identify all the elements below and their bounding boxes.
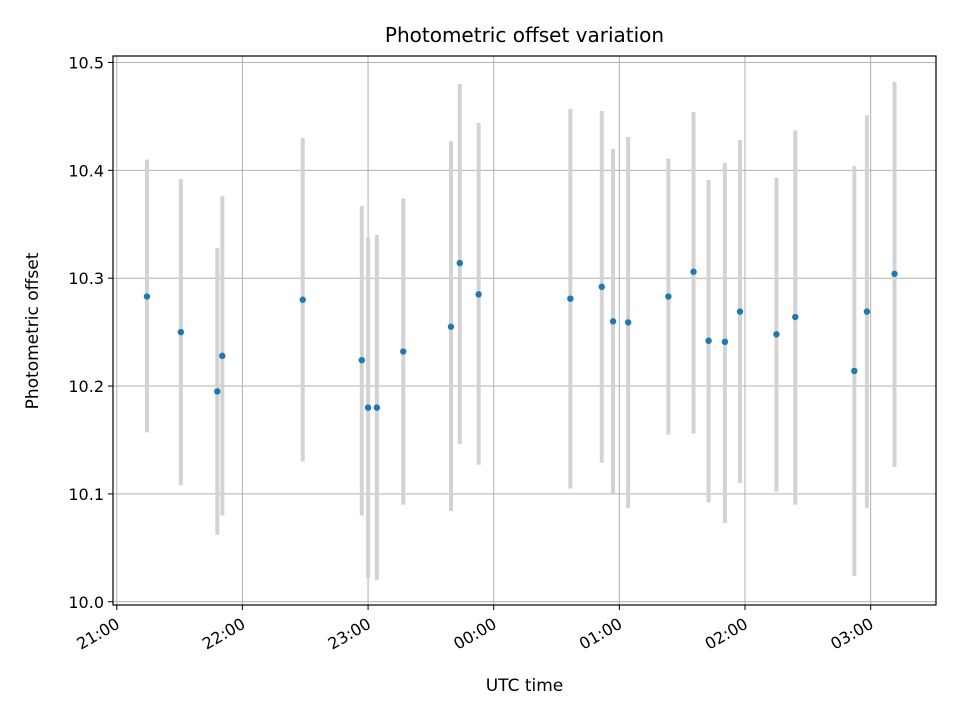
y-tick-label: 10.1	[68, 485, 104, 504]
data-point	[214, 388, 221, 395]
y-axis-ticks: 10.0 10.1 10.2 10.3 10.4 10.5	[68, 53, 113, 612]
data-point	[177, 328, 185, 336]
y-tick-label: 10.2	[68, 377, 104, 396]
data-point	[364, 404, 372, 411]
data-points	[143, 259, 898, 411]
y-tick-label: 10.0	[68, 593, 104, 612]
data-point	[299, 296, 306, 303]
data-point	[373, 404, 381, 411]
data-point	[721, 338, 729, 346]
y-tick-label: 10.4	[68, 161, 104, 180]
x-axis-label: UTC time	[486, 676, 564, 696]
data-point	[609, 318, 617, 325]
data-point	[475, 291, 482, 298]
data-point	[851, 367, 858, 375]
data-point	[219, 352, 226, 360]
data-point	[891, 270, 898, 278]
data-point	[773, 331, 780, 338]
data-point	[400, 348, 407, 355]
data-point	[567, 295, 574, 302]
data-point	[690, 268, 697, 275]
data-point	[456, 259, 463, 267]
y-tick-label: 10.3	[68, 269, 104, 288]
data-point	[358, 356, 365, 364]
data-point	[792, 313, 799, 321]
y-axis-label: Photometric offset	[23, 252, 43, 409]
data-point	[624, 319, 632, 326]
data-point	[598, 283, 605, 291]
data-point	[863, 308, 871, 315]
chart-title: Photometric offset variation	[385, 23, 664, 47]
plot-frame	[112, 55, 937, 606]
data-point	[665, 293, 672, 300]
data-point	[736, 308, 744, 315]
data-point	[705, 337, 712, 344]
y-tick-label: 10.5	[68, 53, 104, 72]
data-point	[143, 293, 151, 300]
data-point	[447, 323, 455, 330]
